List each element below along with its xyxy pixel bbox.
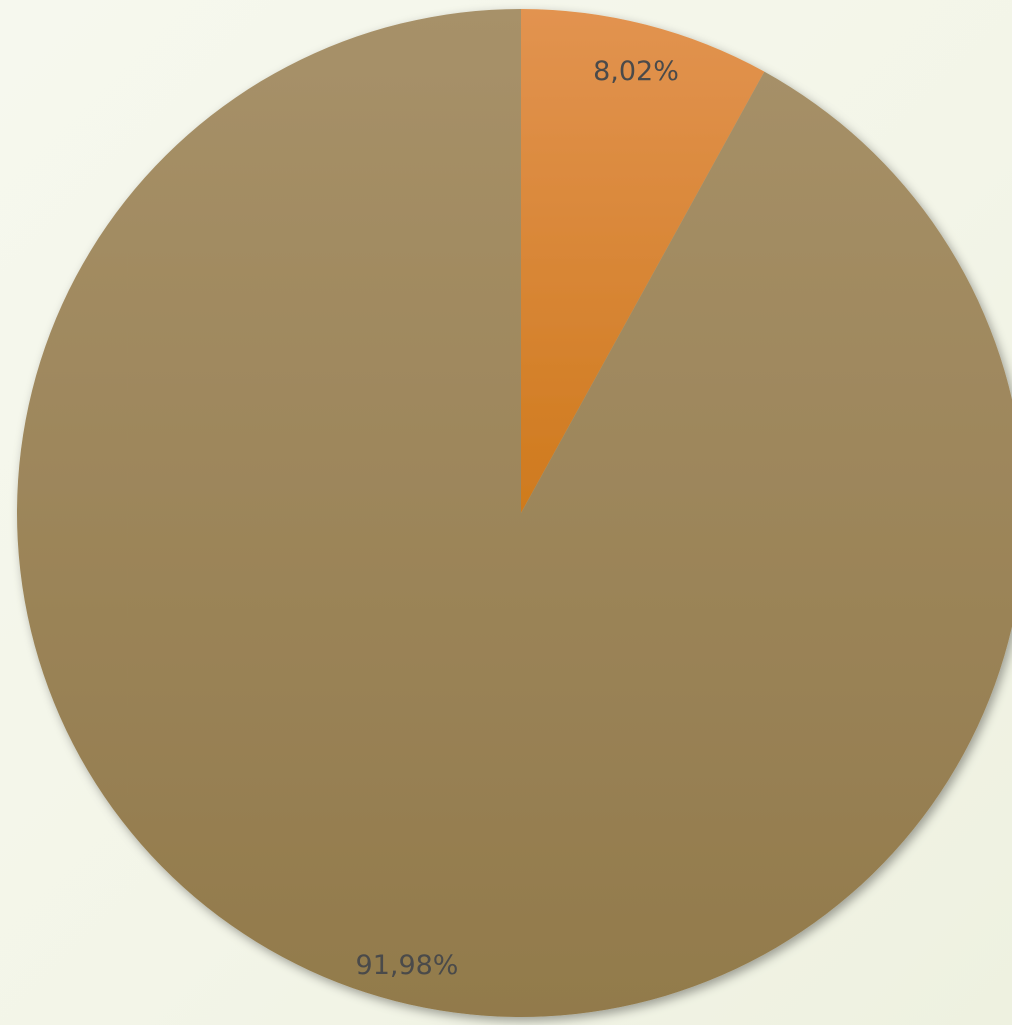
pie-slice-0	[521, 9, 765, 513]
pie-slice-1	[17, 9, 1012, 1017]
pie-slices	[17, 9, 1012, 1017]
pie-labels: 8,02% 91,98%	[356, 56, 679, 981]
slice-label-0: 8,02%	[593, 56, 679, 87]
slice-label-1: 91,98%	[356, 950, 459, 981]
